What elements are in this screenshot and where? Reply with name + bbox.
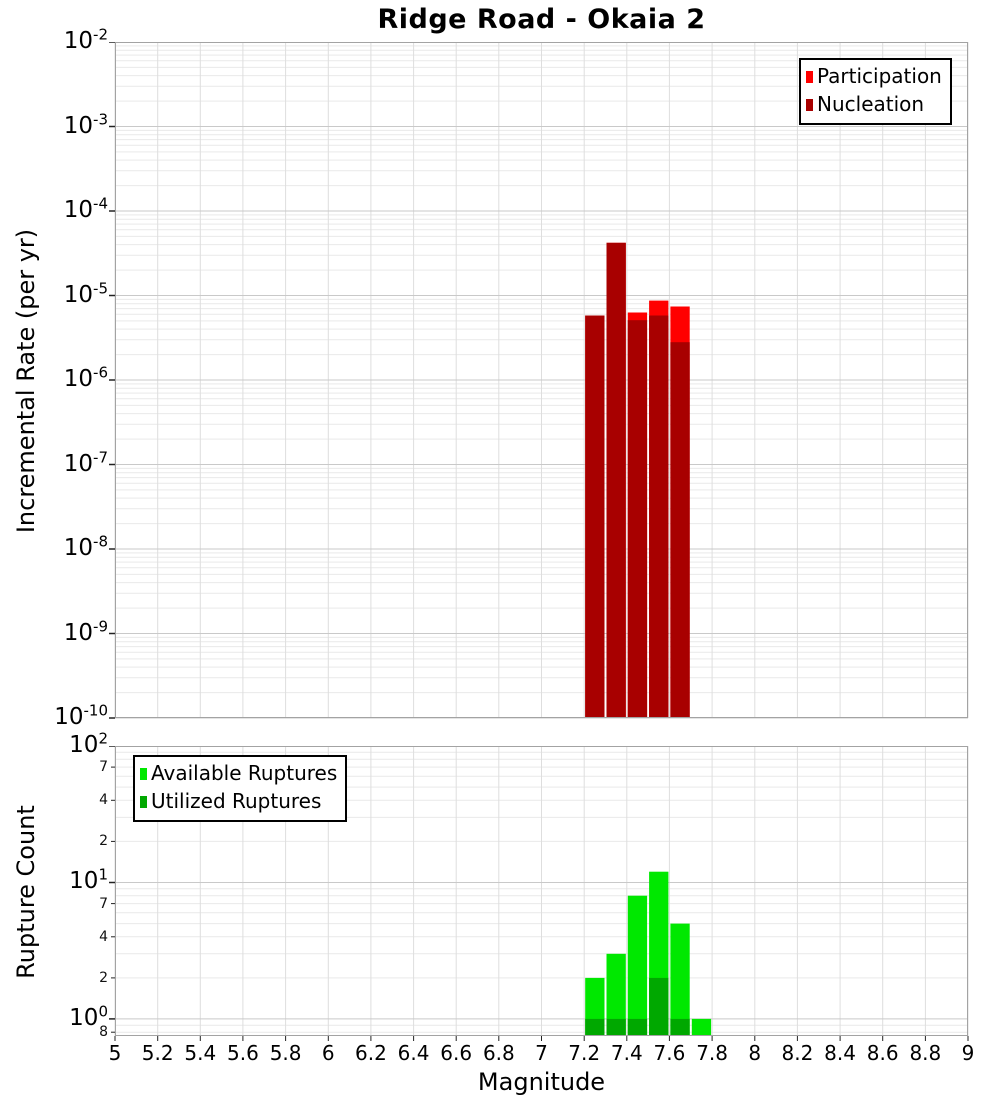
bar-nucleation-7.5 [649, 315, 669, 718]
y-tick-label: 10-6 [63, 363, 108, 392]
utilized-ruptures-swatch-icon [140, 795, 147, 808]
bar-nucleation-7.4 [627, 320, 648, 718]
bar-nucleation-7.3 [606, 242, 626, 719]
x-tick-label: 5.6 [227, 1041, 259, 1065]
y-tick-label: 10-5 [63, 278, 108, 308]
y-tick-label: 10-8 [63, 532, 108, 561]
x-tick-label: 5.2 [141, 1041, 174, 1065]
bar-utilized-ruptures-7.3 [606, 1018, 626, 1036]
y-minor-tick-label: 4 [99, 792, 108, 809]
x-tick-label: 5.4 [184, 1041, 217, 1065]
y-tick-label: 10-7 [63, 447, 108, 477]
bar-available-ruptures-7.4 [627, 895, 648, 1036]
legend-item-nucleation: Nucleation [806, 91, 942, 118]
x-tick-label: 6.6 [440, 1041, 473, 1065]
x-axis-title: Magnitude [477, 1068, 606, 1096]
x-tick-label: 7 [535, 1041, 548, 1065]
count-legend: Available Ruptures Utilized Ruptures [133, 755, 348, 822]
legend-item-available-ruptures: Available Ruptures [140, 760, 337, 787]
y-tick-label: 10-10 [54, 701, 108, 730]
x-tick-label: 6.2 [354, 1041, 387, 1065]
legend-label: Utilized Ruptures [151, 789, 322, 813]
y-tick-label: 10-4 [63, 194, 108, 223]
y-tick-label: 10-3 [63, 109, 108, 139]
legend-label: Nucleation [817, 92, 925, 116]
panel-border [115, 42, 968, 718]
legend-item-utilized-ruptures: Utilized Ruptures [140, 788, 337, 815]
x-tick-label: 6 [321, 1041, 335, 1065]
participation-swatch-icon [806, 70, 813, 83]
x-tick-label: 8.8 [909, 1041, 942, 1065]
bar-nucleation-7.2 [585, 315, 605, 718]
y-tick-label: 10-2 [63, 25, 108, 54]
available-ruptures-swatch-icon [140, 767, 147, 780]
rate-legend: Participation Nucleation [799, 58, 952, 125]
y-minor-tick-label: 4 [99, 928, 108, 945]
x-tick-label: 5 [108, 1041, 122, 1065]
y-minor-tick-label: 8 [99, 1024, 108, 1041]
y-minor-tick-label: 2 [99, 969, 108, 986]
x-tick-label: 6.8 [482, 1041, 515, 1065]
bar-available-ruptures-7.3 [606, 953, 626, 1036]
x-tick-label: 5.8 [269, 1041, 302, 1065]
rupture-count-panel [105, 745, 973, 1044]
x-tick-label: 7.4 [610, 1041, 643, 1065]
legend-item-participation: Participation [806, 63, 942, 90]
y-minor-tick-label: 7 [99, 759, 108, 776]
y-tick-label: 10-9 [63, 616, 108, 646]
bar-nucleation-7.6 [670, 342, 690, 718]
x-tick-label: 7.8 [696, 1041, 728, 1065]
legend-label: Available Ruptures [151, 761, 338, 785]
x-tick-label: 6.4 [397, 1041, 430, 1065]
nucleation-swatch-icon [806, 98, 813, 111]
bar-utilized-ruptures-7.2 [585, 1018, 605, 1036]
bar-utilized-ruptures-7.4 [627, 1018, 648, 1036]
x-tick-label: 9 [961, 1041, 975, 1065]
bar-utilized-ruptures-7.5 [649, 977, 669, 1036]
bar-available-ruptures-7.6 [670, 923, 690, 1036]
y-tick-label: 102 [69, 729, 108, 758]
x-tick-label: 7.2 [568, 1041, 601, 1065]
panel-border [115, 746, 968, 1036]
bar-available-ruptures-7.7 [691, 1018, 712, 1036]
chart-title: Ridge Road - Okaia 2 [377, 4, 706, 35]
x-tick-label: 8.4 [824, 1041, 856, 1065]
legend-label: Participation [817, 64, 942, 88]
y-tick-label: 100 [69, 1002, 108, 1031]
y-minor-tick-label: 7 [99, 895, 108, 912]
x-tick-label: 8.2 [781, 1041, 814, 1065]
x-tick-label: 7.6 [653, 1041, 686, 1065]
x-tick-label: 8.6 [866, 1041, 899, 1065]
bar-utilized-ruptures-7.6 [670, 1018, 690, 1036]
x-tick-label: 8 [748, 1041, 762, 1065]
y-minor-tick-label: 2 [99, 833, 108, 850]
incremental-rate-panel [105, 41, 973, 719]
y-tick-label: 101 [69, 865, 108, 895]
